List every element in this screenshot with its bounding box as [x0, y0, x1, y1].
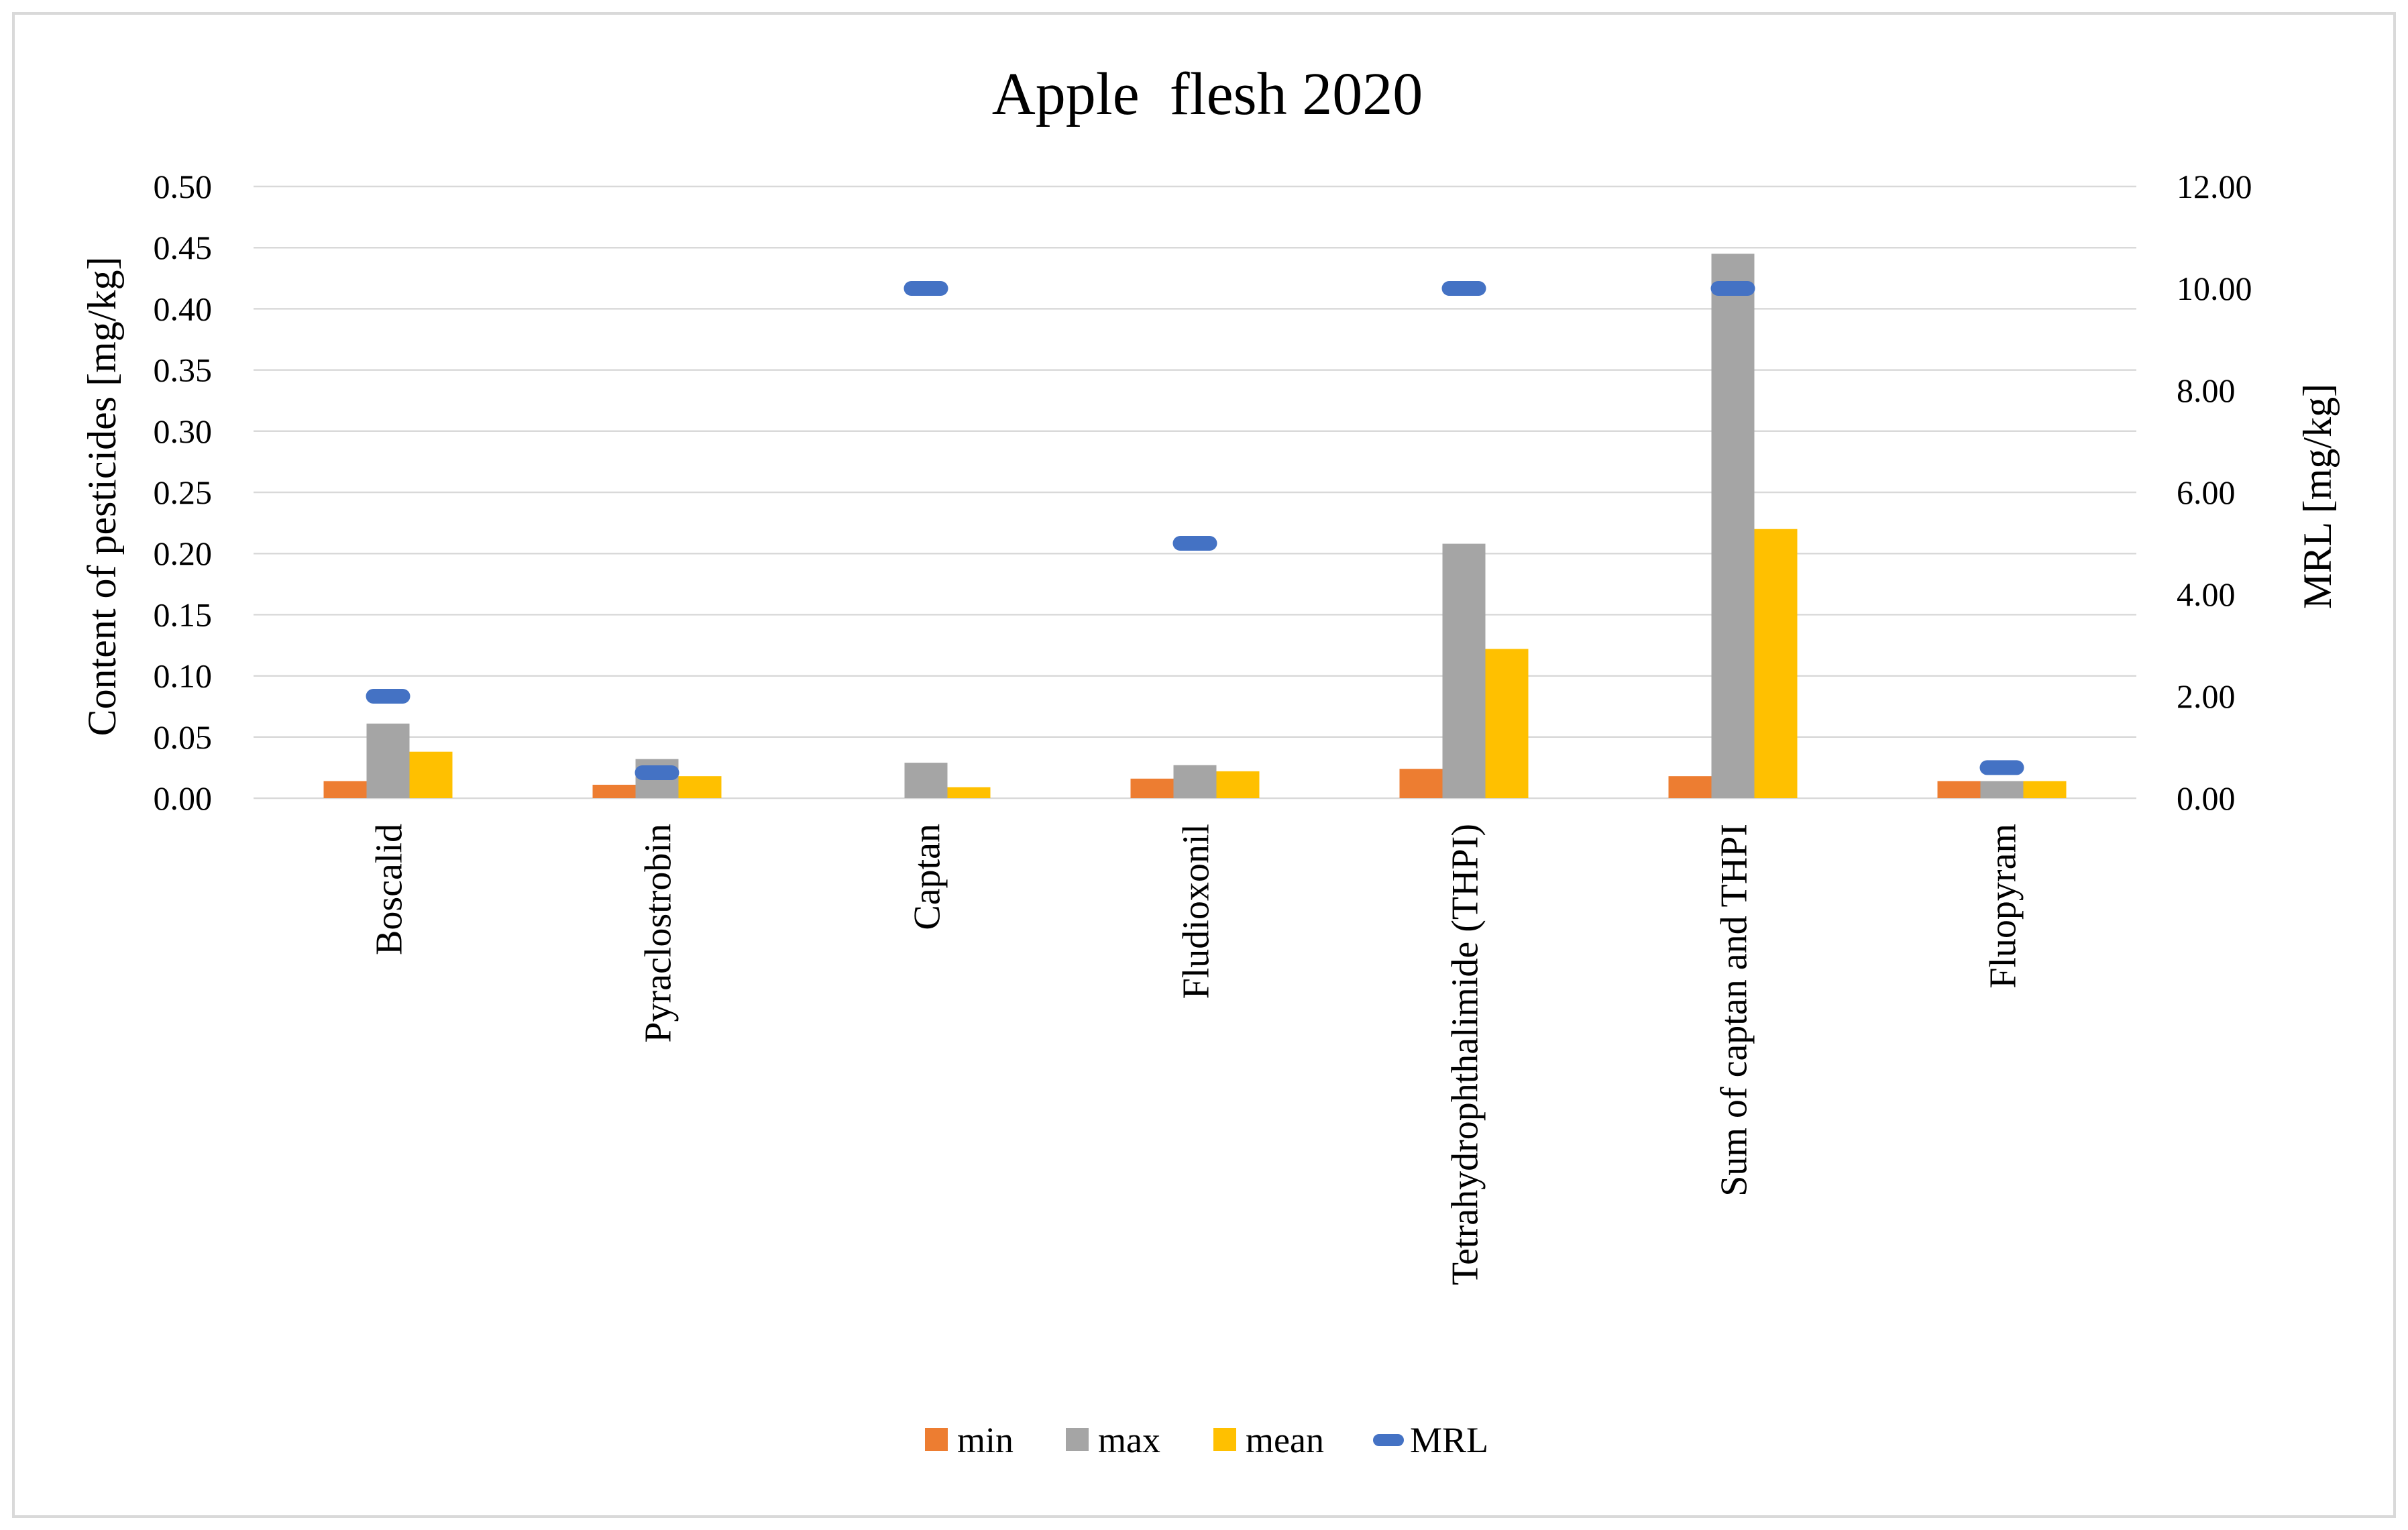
bar-max: [1442, 543, 1486, 798]
bar-min: [592, 784, 636, 798]
bar-min: [1399, 769, 1443, 798]
legend-swatch: [1066, 1428, 1089, 1451]
left-tick-label: 0.10: [154, 657, 213, 695]
category-label: Captan: [907, 824, 948, 930]
legend-item-mean: mean: [1213, 1420, 1324, 1460]
bar-mean: [409, 751, 453, 798]
legend-label: max: [1098, 1420, 1160, 1460]
left-tick-label: 0.25: [154, 474, 213, 511]
right-tick-label: 12.00: [2177, 168, 2252, 205]
left-axis-ticks: 0.00 0.05 0.10 0.15 0.20 0.25 0.30 0.35 0.40 0.45…: [154, 168, 213, 817]
legend-item-max: max: [1066, 1420, 1160, 1460]
chart-title: Apple flesh 2020: [992, 61, 1423, 127]
bar-max: [1980, 781, 2024, 798]
bar-min: [1668, 776, 1712, 798]
bar-max: [366, 723, 410, 798]
left-tick-label: 0.45: [154, 229, 213, 266]
left-tick-label: 0.20: [154, 535, 213, 572]
right-tick-label: 10.00: [2177, 270, 2252, 307]
left-tick-label: 0.30: [154, 413, 213, 450]
legend-swatch: [1213, 1428, 1236, 1451]
left-axis-title: Content of pesticides [mg/kg]: [80, 257, 124, 736]
category-label: Fludioxonil: [1176, 824, 1217, 999]
legend-item-min: min: [925, 1420, 1014, 1460]
right-tick-label: 8.00: [2177, 372, 2236, 409]
legend-label: min: [957, 1420, 1014, 1460]
bar-mean: [1216, 771, 1260, 798]
right-tick-label: 2.00: [2177, 677, 2236, 715]
legend: min max mean MRL: [925, 1420, 1488, 1460]
bar-max: [904, 763, 948, 798]
left-tick-label: 0.15: [154, 596, 213, 633]
category-label: Tetrahydrophthalimide (THPI): [1445, 824, 1486, 1285]
category-label: Sum of captan and THPI: [1714, 824, 1755, 1197]
category-label: Boscalid: [369, 824, 411, 955]
legend-item-MRL: MRL: [1373, 1420, 1488, 1460]
bar-min: [323, 781, 367, 798]
bar-mean: [1754, 529, 1798, 798]
right-tick-label: 6.00: [2177, 474, 2236, 511]
category-label: Fluopyram: [1983, 824, 2024, 989]
right-axis-title: MRL [mg/kg]: [2295, 384, 2340, 609]
bars: [323, 254, 2067, 798]
bar-min: [1937, 781, 1981, 798]
left-tick-label: 0.00: [154, 779, 213, 817]
legend-swatch: [925, 1428, 948, 1451]
bar-mean: [2023, 781, 2067, 798]
gridlines: [254, 185, 2136, 800]
category-labels: Boscalid Pyraclostrobin Captan Fludioxonil T…: [369, 824, 2024, 1285]
bar-mean: [947, 787, 991, 798]
left-tick-label: 0.50: [154, 168, 213, 205]
bar-mean: [1485, 649, 1529, 798]
bar-min: [1130, 778, 1174, 798]
right-axis-ticks: 0.00 2.00 4.00 6.00 8.00 10.00 12.00: [2177, 168, 2252, 817]
left-tick-label: 0.40: [154, 290, 213, 327]
legend-label: mean: [1246, 1420, 1324, 1460]
right-tick-label: 0.00: [2177, 779, 2236, 817]
bar-max: [1711, 254, 1755, 798]
left-tick-label: 0.35: [154, 351, 213, 389]
category-label: Pyraclostrobin: [638, 824, 679, 1043]
bar-mean: [678, 776, 722, 798]
mrl-markers: [366, 281, 2024, 780]
bar-max: [1173, 765, 1217, 798]
left-tick-label: 0.05: [154, 718, 213, 756]
right-tick-label: 4.00: [2177, 576, 2236, 613]
legend-label: MRL: [1410, 1420, 1488, 1460]
